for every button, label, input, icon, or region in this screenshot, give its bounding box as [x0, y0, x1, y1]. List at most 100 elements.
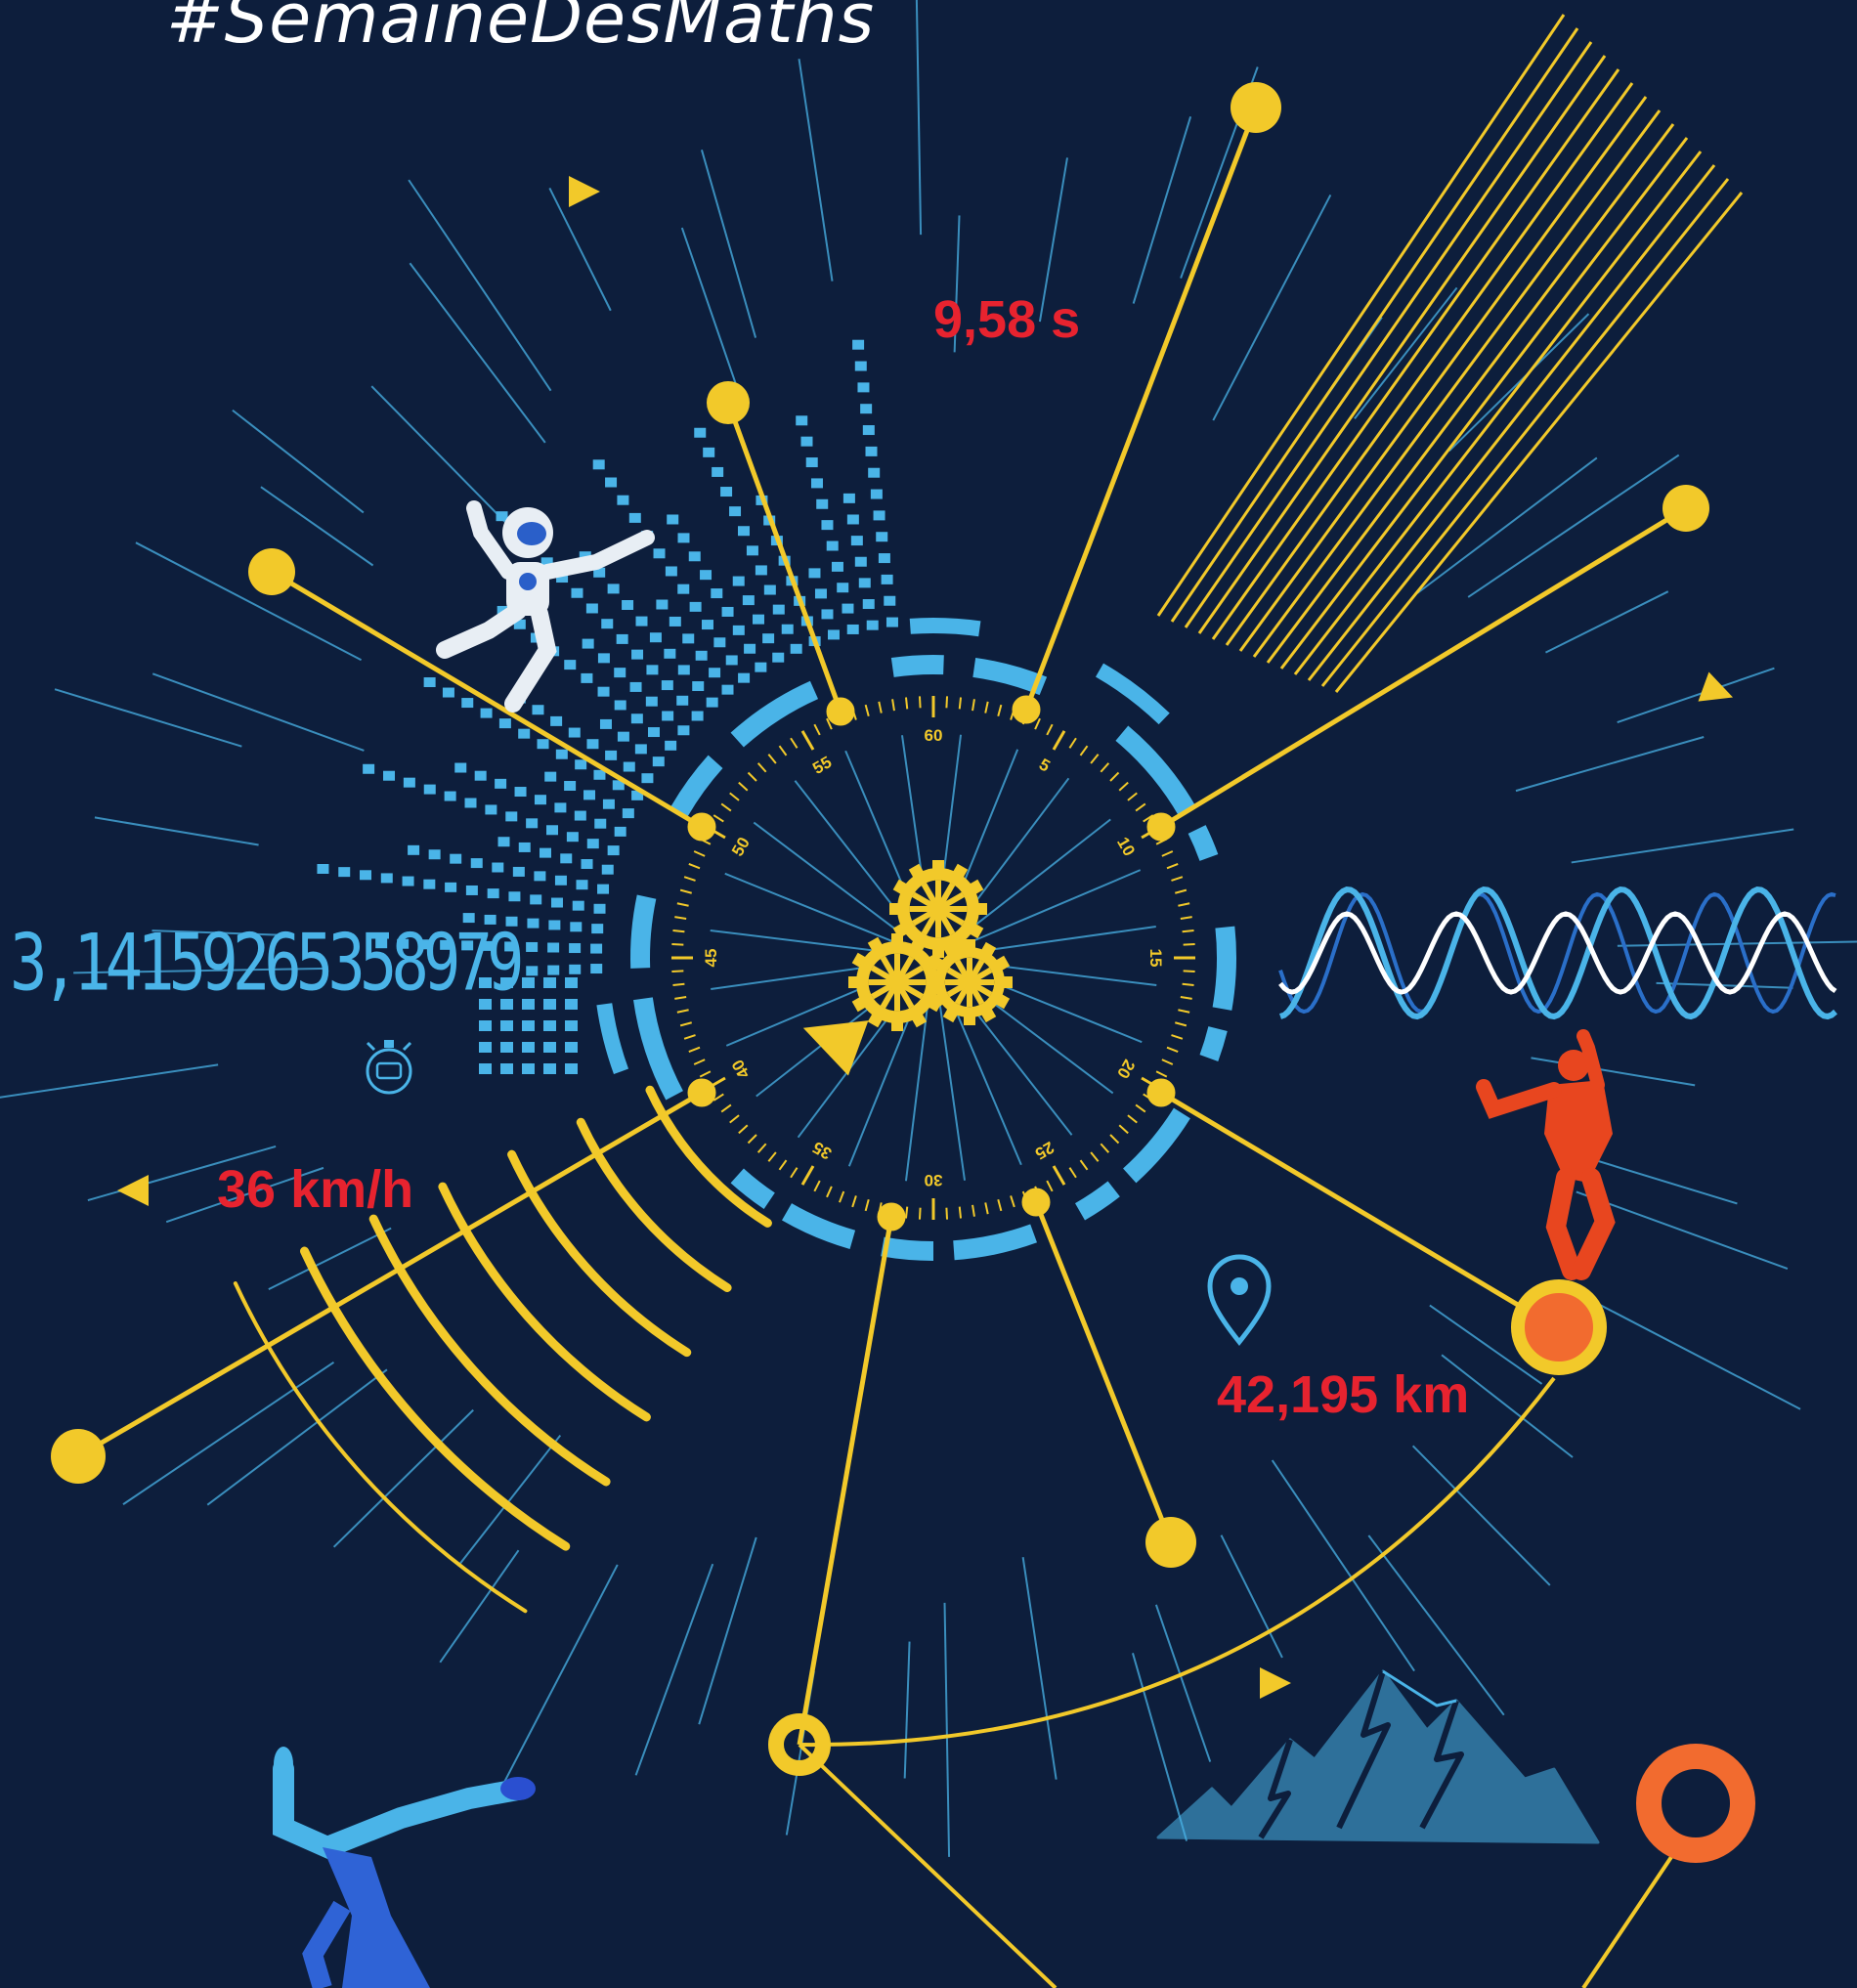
equalizer-dot: [500, 977, 513, 988]
equalizer-dot: [656, 599, 669, 610]
equalizer-dot: [532, 705, 544, 715]
equalizer-dot: [518, 842, 531, 852]
dial-tick: [972, 1204, 975, 1217]
equalizer-dot: [560, 853, 573, 864]
target-rings: [768, 1279, 1755, 1863]
ring-segment: [1115, 725, 1196, 817]
equalizer-dot: [800, 436, 813, 447]
equalizer-dot: [550, 715, 563, 726]
equalizer-dot: [737, 526, 750, 537]
equalizer-dot: [607, 583, 620, 594]
equalizer-dot: [575, 759, 587, 770]
ray-line: [1656, 981, 1793, 989]
equalizer-dot: [586, 739, 599, 750]
equalizer-dot: [752, 614, 764, 625]
yellow-ring: [768, 1713, 831, 1776]
equalizer-dot: [732, 625, 745, 635]
dial-tick: [1182, 982, 1194, 987]
equalizer-dot: [649, 632, 662, 643]
dial-tick: [756, 1143, 767, 1153]
equalizer-dot: [755, 565, 767, 576]
equalizer-dot: [692, 681, 705, 692]
equalizer-dot: [513, 619, 526, 629]
equalizer-dot: [465, 885, 478, 895]
ring-segment: [730, 1168, 775, 1209]
dial-number: 35: [809, 1138, 835, 1163]
equalizer-dot: [554, 875, 567, 886]
equalizer-dot: [543, 999, 556, 1010]
equalizer-dot: [565, 977, 578, 988]
dial-tick: [1127, 792, 1138, 801]
ray-line: [1571, 828, 1794, 864]
spoke-joint: [687, 812, 716, 842]
equalizer-dot: [423, 879, 436, 889]
equalizer-dot: [691, 711, 704, 721]
dial-tick: [800, 730, 815, 751]
dial-tick: [713, 1093, 724, 1102]
ray-line: [1212, 194, 1332, 421]
equalizer-dot: [881, 574, 893, 584]
equalizer-dot: [689, 601, 702, 612]
dial-tick: [1155, 1070, 1168, 1078]
ray-line: [498, 1564, 619, 1791]
dial-tick: [1171, 876, 1184, 882]
spoke-line: [1023, 107, 1259, 711]
breakdancer-figure: [273, 1747, 536, 1988]
equalizer-dot: [842, 603, 854, 614]
dial-tick: [671, 942, 684, 946]
equalizer-dot: [790, 643, 802, 654]
equalizer-dot: [808, 568, 821, 579]
gear: [889, 860, 987, 958]
equalizer-dot: [842, 493, 855, 503]
equalizer-dot: [338, 867, 351, 878]
dial-number: 20: [1113, 1057, 1139, 1082]
equalizer-dot: [667, 514, 679, 525]
dial-tick: [1052, 1165, 1066, 1186]
equalizer-dot: [826, 540, 839, 551]
inner-ray-line: [710, 929, 895, 955]
endpoint-node: [1231, 82, 1281, 133]
dial-tick: [738, 1124, 749, 1135]
equalizer-dot: [526, 941, 539, 952]
equalizer-dot: [814, 588, 827, 599]
equalizer-dot: [664, 648, 676, 659]
dial-tick: [904, 697, 909, 710]
equalizer-dot: [403, 777, 415, 788]
dial-tick: [1143, 814, 1154, 823]
streak-line: [1279, 137, 1689, 670]
equalizer-dot: [462, 913, 475, 924]
equalizer-dot: [487, 888, 499, 899]
dial-tick: [958, 1206, 963, 1219]
equalizer-dot: [591, 924, 604, 934]
dial-tick: [1171, 1034, 1184, 1040]
streak-line: [1184, 41, 1593, 628]
dial-tick: [958, 697, 963, 710]
streak-line: [1156, 14, 1566, 617]
equalizer-dot: [495, 778, 507, 789]
equalizer-dot: [700, 570, 713, 581]
equalizer-dot: [846, 624, 859, 634]
equalizer-dot: [837, 583, 849, 593]
dial-tick: [1180, 916, 1192, 920]
dial-number: 25: [1032, 1138, 1058, 1163]
equalizer-dot: [772, 652, 785, 663]
equalizer-dot: [454, 762, 467, 773]
inner-ray-line: [972, 925, 1156, 954]
streak-line: [1197, 55, 1607, 634]
ray-line: [1038, 157, 1068, 323]
ray-line: [1531, 1057, 1696, 1087]
equalizer-dot: [763, 584, 776, 595]
equalizer-dot: [860, 404, 873, 414]
dial-tick: [790, 737, 799, 749]
sine-wave: [1278, 891, 1836, 1015]
equalizer-dot: [831, 561, 843, 572]
equalizer-dot: [568, 727, 581, 738]
equalizer-dot: [484, 914, 497, 925]
equalizer-dot: [634, 744, 647, 755]
inner-ray-line: [753, 821, 903, 935]
equalizer-dot: [547, 965, 560, 975]
ring-segment: [1074, 1181, 1120, 1221]
equalizer-dot: [653, 548, 666, 559]
equalizer-dot: [522, 999, 535, 1010]
equalizer-dot: [485, 804, 497, 815]
